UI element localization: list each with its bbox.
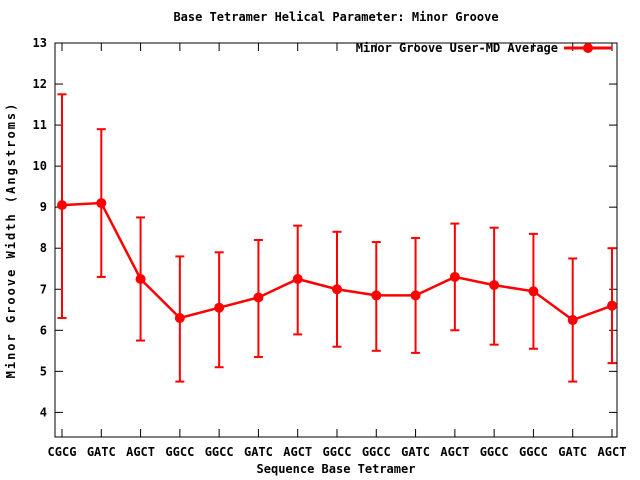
x-tick-label: AGCT <box>283 445 312 459</box>
x-axis-title: Sequence Base Tetramer <box>257 462 416 476</box>
data-point <box>332 284 342 295</box>
data-point <box>174 312 185 323</box>
y-tick-label: 13 <box>33 36 47 50</box>
data-point <box>96 198 107 209</box>
x-tick-label: GATC <box>87 445 116 459</box>
data-point <box>371 290 382 301</box>
data-point <box>292 273 303 284</box>
y-tick-label: 9 <box>40 200 47 214</box>
y-tick-label: 11 <box>33 118 47 132</box>
plot-content: 4 5 6 7 8 9 10 11 12 13 CGCG GATC AGCT GGCC GGCC GATC AG… <box>33 36 627 459</box>
data-point <box>410 290 421 301</box>
plot-frame <box>54 42 618 438</box>
x-tick-label: GGCC <box>519 445 548 459</box>
data-point <box>214 302 225 313</box>
x-tick-label: AGCT <box>126 445 155 459</box>
y-tick-label: 7 <box>40 282 47 296</box>
y-axis-title: Minor Groove Width (Angstroms) <box>4 102 18 379</box>
y-tick-label: 5 <box>40 364 47 378</box>
x-tick-label: GGCC <box>362 445 391 459</box>
x-tick-label: GGCC <box>480 445 509 459</box>
y-tick-label: 4 <box>40 405 47 419</box>
legend-label: Minor Groove User-MD Average <box>356 41 558 55</box>
y-tick-label: 8 <box>40 241 47 255</box>
y-tick-label: 10 <box>33 159 47 173</box>
x-tick-label: CGCG <box>48 445 77 459</box>
legend: Minor Groove User-MD Average <box>356 41 612 55</box>
x-tick-label: GATC <box>244 445 273 459</box>
data-point <box>135 273 146 284</box>
x-tick-label: GATC <box>401 445 430 459</box>
data-point <box>607 300 617 311</box>
data-point <box>449 271 460 282</box>
y-tick-label: 6 <box>40 323 47 337</box>
chart-title: Base Tetramer Helical Parameter: Minor G… <box>173 10 498 24</box>
data-point <box>528 286 539 297</box>
y-tick-label: 12 <box>33 77 47 91</box>
x-tick-label: AGCT <box>598 445 627 459</box>
x-tick-label: AGCT <box>440 445 469 459</box>
data-point <box>567 315 578 326</box>
legend-sample-marker <box>583 43 593 53</box>
data-point <box>253 292 264 303</box>
data-point <box>489 280 500 291</box>
x-tick-label: GGCC <box>323 445 352 459</box>
x-tick-label: GGCC <box>205 445 234 459</box>
data-point <box>57 200 67 211</box>
x-tick-label: GATC <box>558 445 587 459</box>
x-tick-label: GGCC <box>165 445 194 459</box>
